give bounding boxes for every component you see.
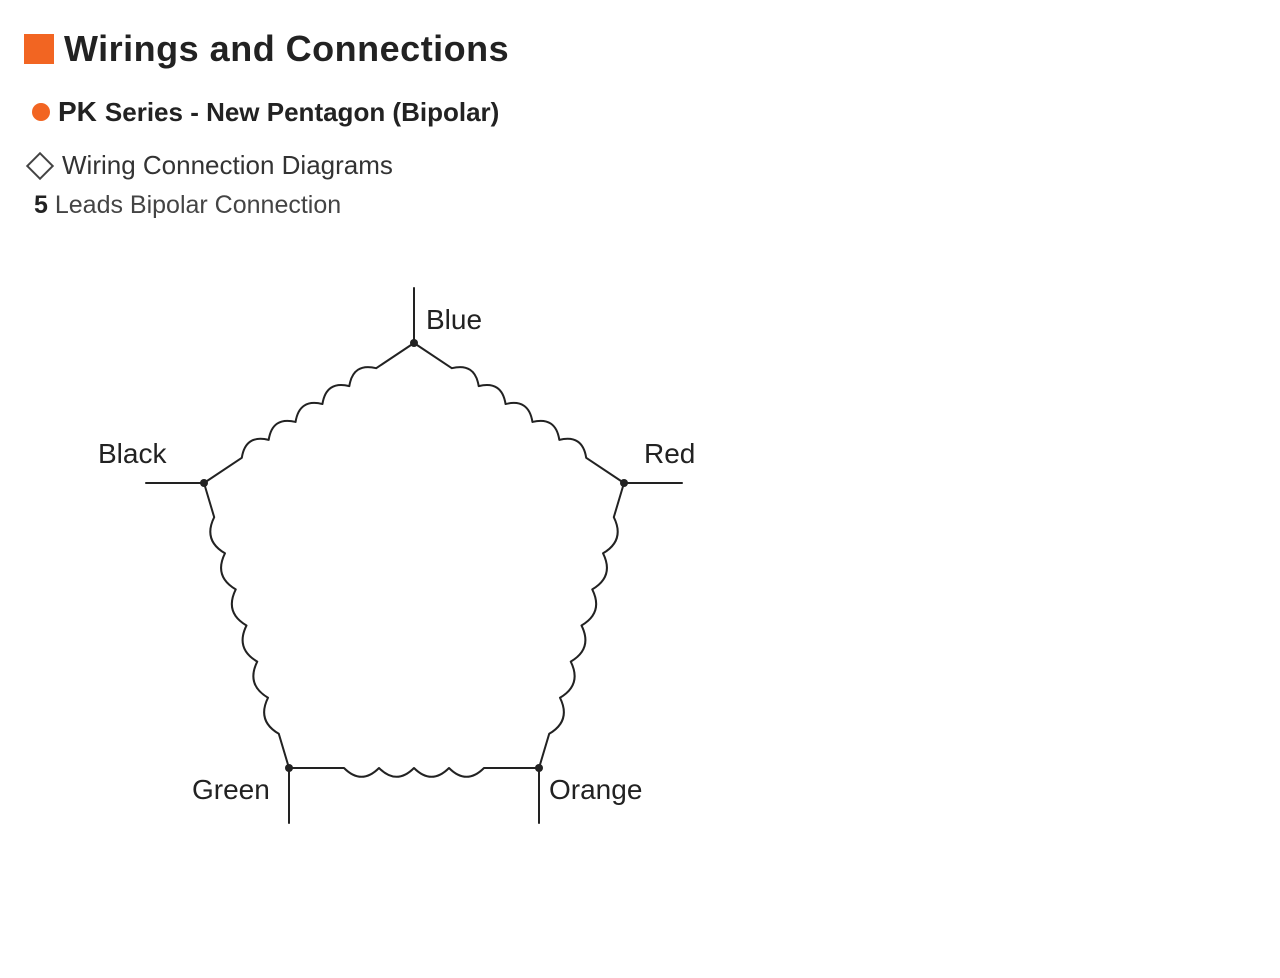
lead-label-blue: Blue [426,304,482,336]
leads-row: 5 Leads Bipolar Connection [34,191,1256,220]
wiring-diagram: Blue Red Orange Green Black [84,248,804,868]
heading-row: Wirings and Connections [24,28,1256,70]
page: Wirings and Connections PK Series - New … [0,0,1280,978]
subheading-row: Wiring Connection Diagrams [30,150,1256,181]
page-title: Wirings and Connections [64,28,509,70]
leads-description: Leads Bipolar Connection [48,191,341,219]
series-code: PK [58,96,97,128]
series-description: Series - New Pentagon (Bipolar) [105,97,499,128]
lead-label-orange: Orange [549,774,642,806]
lead-label-green: Green [192,774,270,806]
lead-label-black: Black [98,438,166,470]
circle-bullet-icon [32,103,50,121]
leads-count: 5 [34,191,48,219]
diamond-bullet-icon [26,151,54,179]
lead-label-red: Red [644,438,695,470]
square-bullet-icon [24,34,54,64]
subheading-text: Wiring Connection Diagrams [62,150,393,181]
series-row: PK Series - New Pentagon (Bipolar) [32,96,1256,128]
